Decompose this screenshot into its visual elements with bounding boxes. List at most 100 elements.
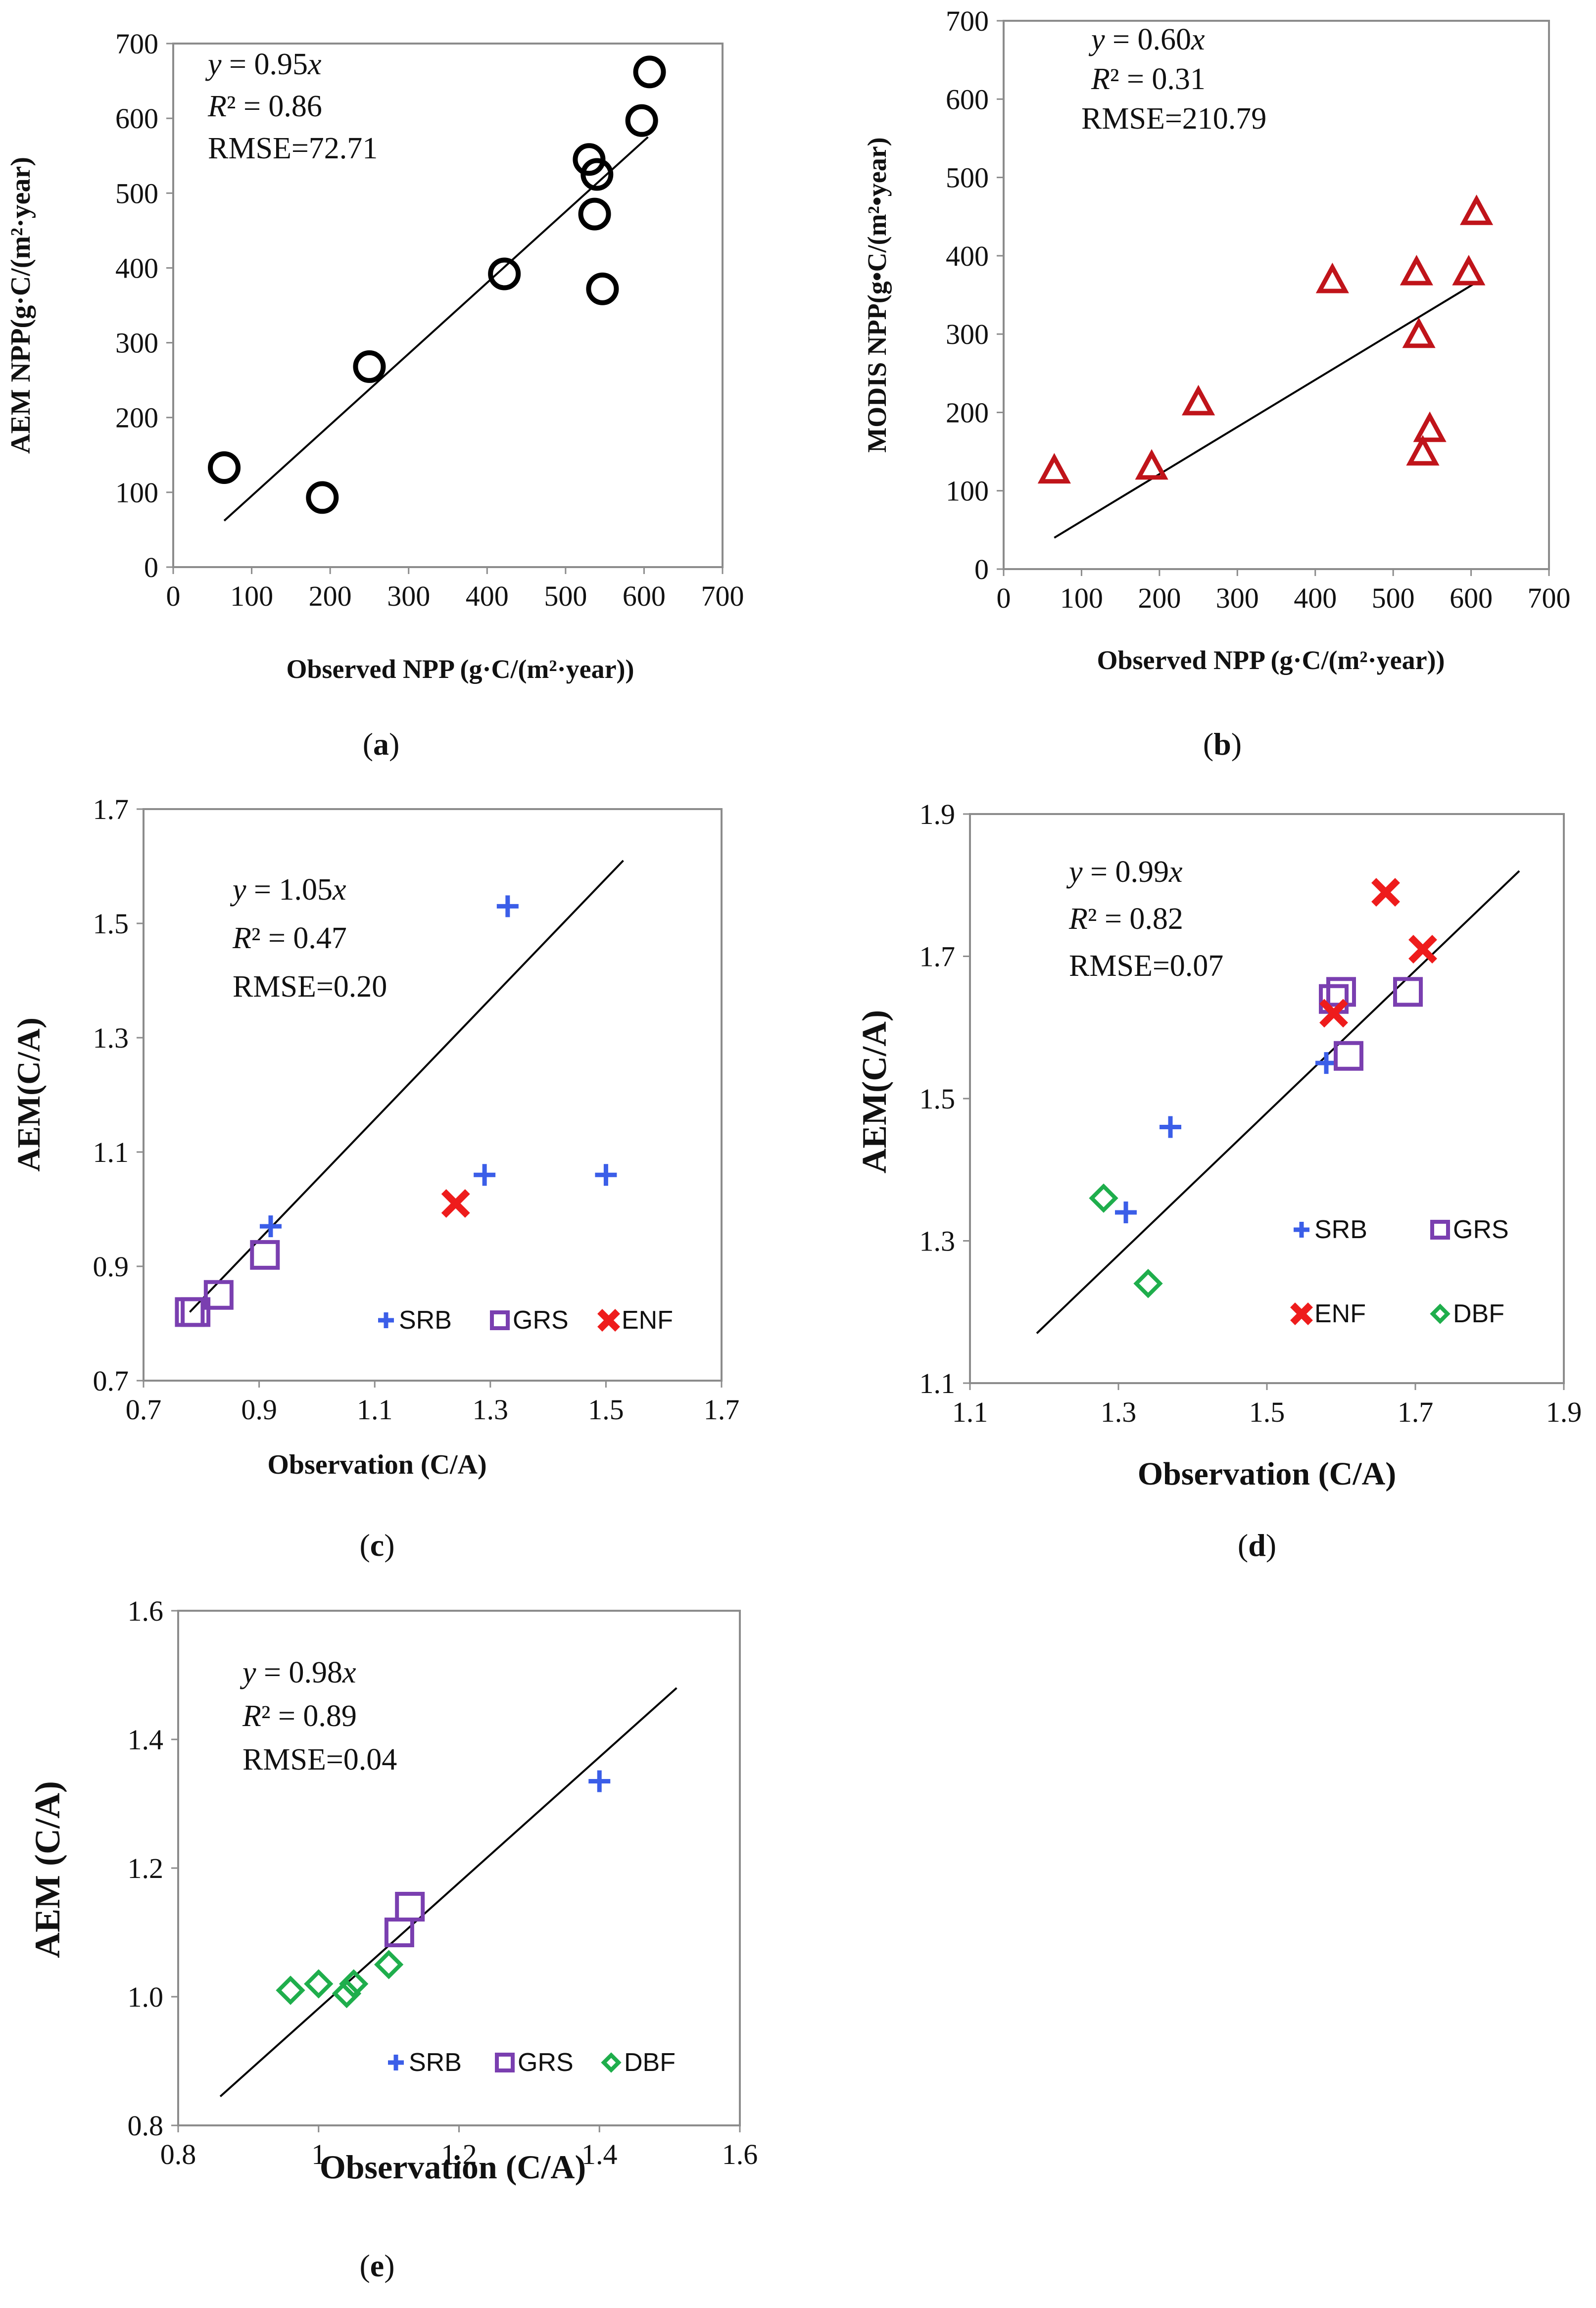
data-point <box>1135 449 1168 480</box>
y-tick-label: 300 <box>115 327 158 359</box>
y-tick-label: 1.5 <box>919 1083 956 1115</box>
data-point <box>1393 977 1423 1007</box>
x-tick-label: 0.7 <box>126 1394 162 1426</box>
series-aem <box>208 55 666 514</box>
legend-marker <box>495 2053 515 2072</box>
r-squared: R² = 0.82 <box>1068 902 1183 936</box>
legend-label: DBF <box>1453 1299 1504 1328</box>
legend-marker <box>1430 1220 1450 1240</box>
panel-label: (b) <box>1203 726 1242 762</box>
x-tick-label: 1.1 <box>357 1394 393 1426</box>
legend-label: SRB <box>409 2048 462 2077</box>
data-point <box>633 55 666 89</box>
y-tick-label: 0.9 <box>93 1250 129 1283</box>
legend-label: SRB <box>1314 1215 1367 1244</box>
y-tick-label: 400 <box>115 252 158 284</box>
y-tick-label: 400 <box>946 240 989 272</box>
y-tick-label: 200 <box>115 402 158 434</box>
y-tick-label: 0.7 <box>93 1365 129 1397</box>
series-enf <box>441 1189 470 1218</box>
y-axis-title: AEM NPP(g·C/(m²·year) <box>5 157 36 454</box>
x-tick-label: 1.6 <box>722 2138 758 2170</box>
series-enf <box>1319 878 1437 1028</box>
fit-line <box>223 136 649 522</box>
legend-label: GRS <box>513 1306 569 1335</box>
legend-marker <box>1290 1302 1313 1325</box>
x-tick-label: 1.3 <box>1101 1396 1137 1428</box>
x-tick-label: 300 <box>387 580 430 612</box>
chart-panel-a: 0 100 200 300 400 500 600 700 0 100 200 300 400 500 60… <box>5 28 744 762</box>
legend-label: ENF <box>1314 1299 1366 1328</box>
data-point <box>1413 411 1447 442</box>
x-axis-title: Observation (C/A) <box>267 1449 486 1480</box>
data-point <box>395 1892 425 1922</box>
data-point <box>259 1215 282 1238</box>
x-tick-label: 1.1 <box>952 1396 988 1428</box>
data-point <box>306 481 339 514</box>
legend-label: GRS <box>1453 1215 1509 1244</box>
data-point <box>1160 1116 1181 1138</box>
data-point <box>1315 262 1349 293</box>
y-tick-label: 1.6 <box>128 1595 164 1627</box>
x-tick-label: 1.7 <box>704 1394 740 1426</box>
legend-label: SRB <box>399 1306 452 1335</box>
data-point <box>474 1164 496 1186</box>
legend-marker <box>601 2052 622 2073</box>
y-axis-title: MODIS NPP(g•C/(m²•year) <box>862 137 892 452</box>
y-tick-label: 1.7 <box>919 941 956 973</box>
chart-panel-b: 0 100 200 300 400 500 600 700 0 100 200 300 400 500 60… <box>862 5 1571 762</box>
y-tick-label: 700 <box>115 28 158 60</box>
data-point <box>1400 254 1433 286</box>
data-point <box>304 1969 334 1999</box>
x-tick-label: 300 <box>1216 582 1259 614</box>
x-axis-title: Observed NPP (g·C/(m²·year)) <box>286 654 634 684</box>
y-tick-label: 1.9 <box>919 798 956 830</box>
legend-marker <box>378 1312 394 1328</box>
legend-marker <box>490 1310 510 1330</box>
x-tick-label: 600 <box>623 580 666 612</box>
legend-label: ENF <box>622 1306 673 1335</box>
x-tick-label: 400 <box>466 580 509 612</box>
fit-line <box>1036 870 1520 1334</box>
series-srb <box>259 895 617 1238</box>
data-point <box>1334 1041 1363 1071</box>
y-tick-label: 100 <box>115 477 158 509</box>
legend: SRB GRS ENF DBF <box>1290 1215 1509 1328</box>
r-squared: R² = 0.89 <box>242 1699 357 1733</box>
regression-equation: y = 0.99x <box>1066 855 1183 889</box>
data-point <box>181 1297 211 1327</box>
series-dbf <box>276 1950 404 2009</box>
x-tick-label: 0.9 <box>241 1394 277 1426</box>
data-point <box>1402 317 1436 348</box>
data-point <box>208 451 241 484</box>
legend-marker <box>1294 1222 1309 1238</box>
panel-label: (a) <box>363 726 400 762</box>
y-tick-label: 500 <box>115 177 158 209</box>
x-tick-label: 700 <box>701 580 744 612</box>
regression-equation: y = 0.60x <box>1088 23 1205 56</box>
rmse-value: RMSE=210.79 <box>1081 102 1266 136</box>
x-tick-label: 700 <box>1528 582 1571 614</box>
plot-frame <box>172 43 724 568</box>
data-point <box>1319 999 1348 1028</box>
x-tick-label: 600 <box>1450 582 1493 614</box>
legend-marker <box>597 1309 620 1332</box>
data-point <box>276 1975 305 2005</box>
y-tick-label: 1.7 <box>93 793 129 825</box>
series-modis <box>1037 194 1494 484</box>
x-tick-label: 1.3 <box>473 1394 509 1426</box>
data-point <box>1406 435 1440 466</box>
data-point <box>1115 1202 1137 1223</box>
data-point <box>496 895 519 917</box>
data-point <box>1089 1183 1118 1213</box>
data-point <box>1460 194 1494 225</box>
y-tick-label: 600 <box>946 83 989 115</box>
y-tick-label: 0.8 <box>128 2110 164 2142</box>
data-point <box>1371 878 1400 907</box>
y-tick-label: 1.5 <box>93 908 129 940</box>
data-point <box>203 1280 234 1310</box>
data-point <box>1452 254 1486 286</box>
data-point <box>353 350 386 383</box>
y-tick-label: 100 <box>946 475 989 507</box>
data-point <box>1133 1269 1163 1298</box>
